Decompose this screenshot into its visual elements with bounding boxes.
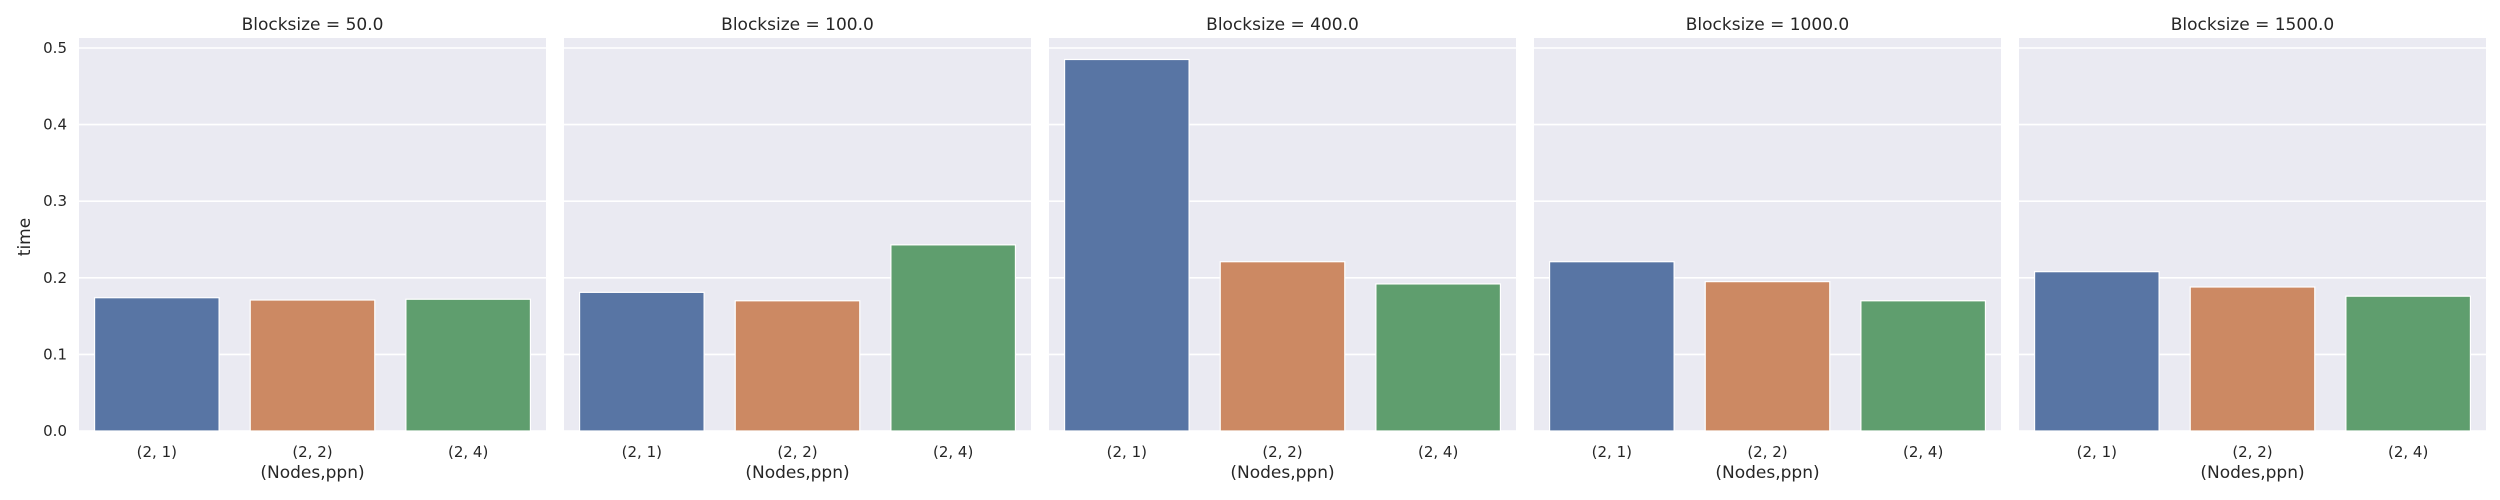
x-axis-label: (Nodes,ppn) bbox=[260, 463, 364, 483]
x-tick-label: (2, 1) bbox=[2077, 443, 2117, 461]
y-axis-label: time bbox=[15, 218, 35, 256]
facet-panel: Blocksize = 1000.0 (2, 1) (2, 2) (2, 4) (Nod… bbox=[1534, 15, 2001, 483]
x-tick-label: (2, 1) bbox=[1107, 443, 1147, 461]
x-tick-label: (2, 4) bbox=[1903, 443, 1943, 461]
bar-1 bbox=[1704, 281, 1831, 432]
y-tick-label: 0.5 bbox=[43, 39, 67, 57]
bar-1 bbox=[2189, 286, 2316, 432]
x-axis-label: (Nodes,ppn) bbox=[1230, 463, 1334, 483]
x-tick-label: (2, 4) bbox=[2388, 443, 2428, 461]
bar-2 bbox=[1860, 300, 1987, 432]
x-tick-label: (2, 1) bbox=[1592, 443, 1632, 461]
facet-title: Blocksize = 1000.0 bbox=[1686, 15, 1849, 35]
facet-panel: Blocksize = 100.0 (2, 1) (2, 2) (2, 4) (Node… bbox=[564, 15, 1031, 483]
bar-0 bbox=[93, 297, 220, 432]
y-tick-label: 0.1 bbox=[43, 345, 67, 363]
facet-panel: Blocksize = 1500.0 (2, 1) (2, 2) (2, 4) (Nod… bbox=[2019, 15, 2486, 483]
bar-0 bbox=[578, 291, 705, 432]
x-tick-label: (2, 2) bbox=[1747, 443, 1787, 461]
x-tick-label: (2, 2) bbox=[292, 443, 332, 461]
bar-2 bbox=[2345, 295, 2472, 432]
bar-1 bbox=[249, 299, 376, 432]
bar-0 bbox=[2033, 271, 2160, 432]
bar-0 bbox=[1063, 58, 1190, 432]
x-tick-label: (2, 1) bbox=[622, 443, 662, 461]
bar-1 bbox=[734, 300, 861, 432]
bar-0 bbox=[1548, 261, 1675, 432]
facet-title: Blocksize = 400.0 bbox=[1206, 15, 1359, 35]
facet-panel: Blocksize = 50.0 (2, 1) (2, 2) (2, 4) (Nodes… bbox=[43, 15, 546, 483]
facet-title: Blocksize = 100.0 bbox=[721, 15, 874, 35]
y-tick-label: 0.3 bbox=[43, 192, 67, 210]
x-tick-label: (2, 2) bbox=[777, 443, 817, 461]
bar-2 bbox=[1375, 283, 1502, 432]
y-tick-label: 0.0 bbox=[43, 422, 67, 440]
bar-1 bbox=[1219, 261, 1346, 432]
x-tick-label: (2, 4) bbox=[448, 443, 488, 461]
x-axis-label: (Nodes,ppn) bbox=[1715, 463, 1819, 483]
x-tick-label: (2, 2) bbox=[1262, 443, 1302, 461]
bar-2 bbox=[890, 244, 1017, 432]
x-tick-label: (2, 4) bbox=[933, 443, 973, 461]
x-tick-label: (2, 1) bbox=[137, 443, 177, 461]
y-tick-label: 0.4 bbox=[43, 116, 67, 134]
x-axis-label: (Nodes,ppn) bbox=[745, 463, 849, 483]
y-tick-label: 0.2 bbox=[43, 269, 67, 287]
x-tick-label: (2, 2) bbox=[2232, 443, 2272, 461]
facet-panel: Blocksize = 400.0 (2, 1) (2, 2) (2, 4) (Node… bbox=[1049, 15, 1516, 483]
facet-title: Blocksize = 1500.0 bbox=[2171, 15, 2334, 35]
x-axis-label: (Nodes,ppn) bbox=[2200, 463, 2304, 483]
bar-2 bbox=[405, 298, 532, 432]
facet-title: Blocksize = 50.0 bbox=[242, 15, 384, 35]
x-tick-label: (2, 4) bbox=[1418, 443, 1458, 461]
